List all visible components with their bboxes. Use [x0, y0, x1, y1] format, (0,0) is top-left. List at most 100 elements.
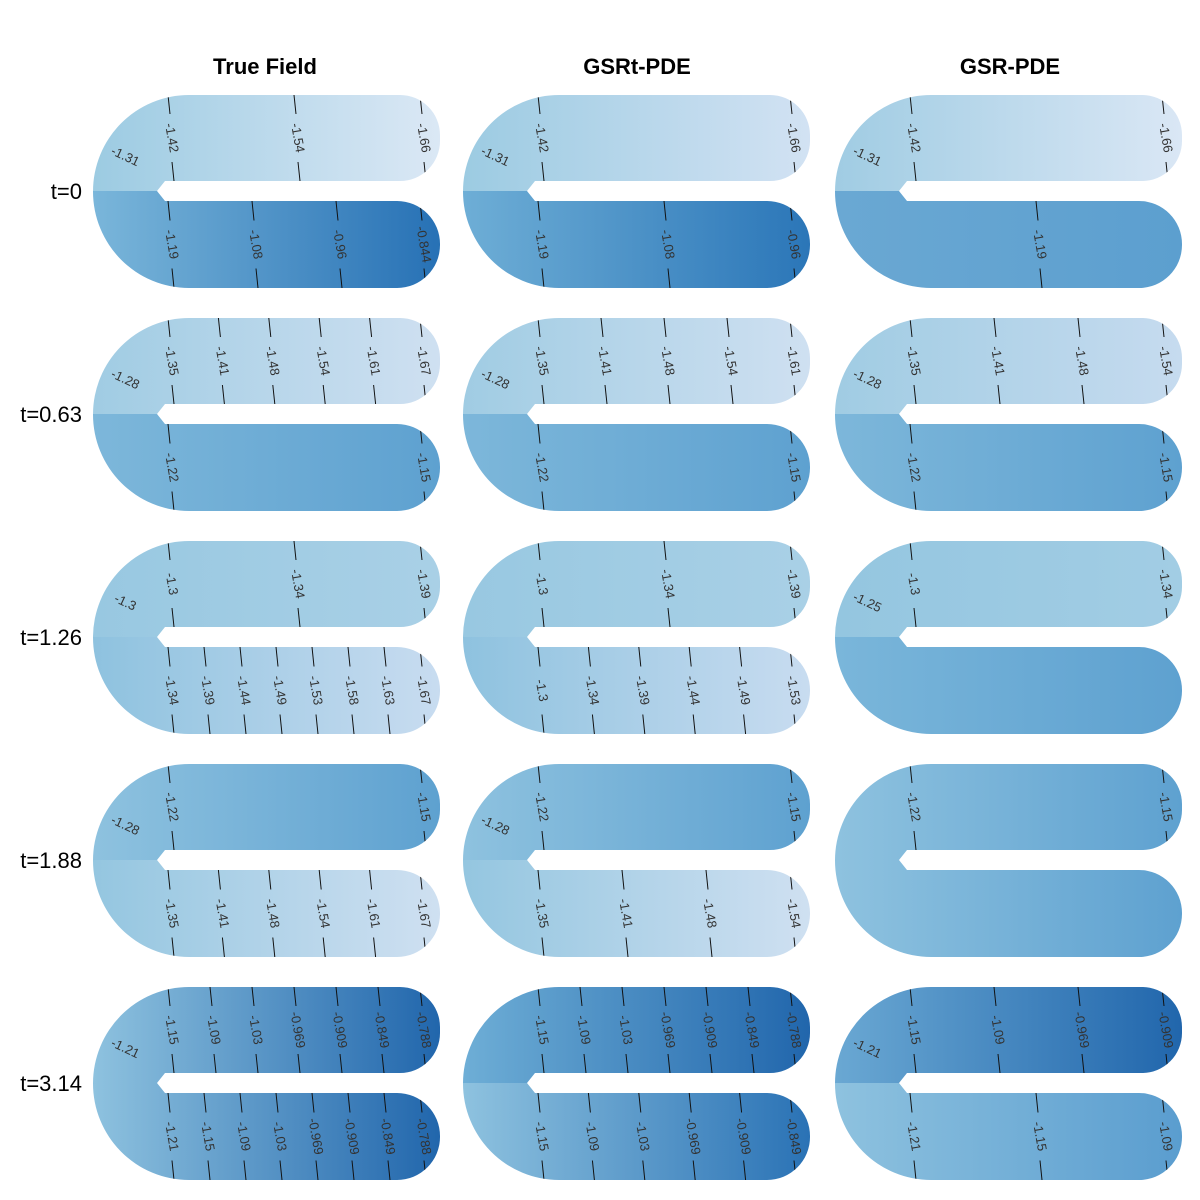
- contour-label: -1.44: [234, 674, 254, 706]
- contour-line: [377, 987, 381, 1007]
- contour-label: -1.67: [414, 345, 434, 377]
- contour-line: [171, 714, 175, 734]
- contour-label: -1.54: [313, 345, 333, 377]
- upper-arm: [835, 987, 1182, 1083]
- contour-line: [171, 491, 175, 511]
- contour-line: [747, 987, 751, 1007]
- lower-arm: [835, 191, 1182, 288]
- contour-line: [1039, 1160, 1043, 1180]
- panel: -1.3 -1.34 -1.39 -1.3 -1.34 -1.39 -1.44 -1.49 -1…: [463, 541, 810, 734]
- contour-line: [268, 869, 272, 890]
- lower-arm: [463, 1083, 810, 1180]
- upper-arm: [93, 318, 440, 414]
- contour-line: [913, 491, 917, 511]
- contour-line: [667, 268, 671, 288]
- contour-label: -0.969: [305, 1117, 326, 1156]
- lower-arm: [463, 860, 810, 957]
- contour-line: [167, 646, 171, 667]
- contour-label: -1.21: [904, 1120, 924, 1152]
- contour-line: [579, 987, 583, 1007]
- contour-line: [243, 1160, 247, 1180]
- contour-line: [213, 1053, 217, 1074]
- contour-label: -1.49: [270, 674, 290, 706]
- lower-arm: [93, 637, 440, 734]
- contour-line: [638, 646, 642, 667]
- panel: -1.42 -1.54 -1.66-1.19 -1.08 -0.96 -0.844-1.3…: [93, 95, 440, 288]
- contour-label: -0.909: [329, 1010, 350, 1049]
- contour-label: -0.909: [699, 1010, 720, 1049]
- contour-label: -1.08: [246, 228, 266, 260]
- contour-label: -0.969: [683, 1117, 704, 1156]
- lower-arm: [93, 191, 440, 288]
- contour-line: [347, 1092, 351, 1113]
- contour-label: -1.15: [1156, 451, 1176, 483]
- contour-label: -1.63: [378, 674, 398, 706]
- contour-line: [625, 1053, 629, 1074]
- contour-line: [275, 646, 279, 667]
- contour-line: [1039, 268, 1043, 288]
- contour-label: -1.49: [734, 674, 754, 706]
- contour-line: [537, 541, 541, 561]
- contour-label: -1.67: [414, 897, 434, 929]
- upper-arm: [463, 318, 810, 414]
- upper-arm: [463, 541, 810, 637]
- contour-line: [268, 318, 272, 338]
- contour-label: -1.39: [633, 674, 653, 706]
- contour-line: [541, 491, 545, 511]
- contour-line: [591, 714, 595, 734]
- contour-line: [913, 1160, 917, 1180]
- contour-line: [913, 830, 917, 851]
- lower-arm: [835, 1083, 1182, 1180]
- contour-line: [167, 200, 171, 221]
- contour-line: [663, 987, 667, 1007]
- contour-line: [667, 384, 671, 405]
- contour-line: [315, 1160, 319, 1180]
- upper-arm: [463, 764, 810, 860]
- upper-arm: [93, 764, 440, 860]
- contour-line: [587, 1092, 591, 1113]
- lower-arm: [835, 860, 1182, 957]
- contour-line: [167, 423, 171, 444]
- contour-line: [167, 1092, 171, 1113]
- upper-arm: [835, 764, 1182, 860]
- contour-line: [387, 1160, 391, 1180]
- panel: -1.22 -1.15: [835, 764, 1182, 957]
- contour-label: -0.909: [733, 1117, 754, 1156]
- contour-label: -1.34: [1156, 568, 1176, 600]
- upper-arm: [93, 987, 440, 1083]
- lower-arm: [835, 637, 1182, 734]
- panel: -1.35 -1.41 -1.48 -1.54 -1.61-1.22 -1.15-1.28: [463, 318, 810, 511]
- contour-label: -1.35: [904, 345, 924, 377]
- contour-line: [663, 318, 667, 338]
- contour-line: [171, 268, 175, 288]
- contour-label: -0.788: [413, 1010, 434, 1049]
- contour-line: [311, 646, 315, 667]
- contour-line: [171, 937, 175, 957]
- contour-label: -1.03: [616, 1014, 636, 1046]
- contour-line: [373, 937, 377, 957]
- contour-label: -1.61: [364, 345, 384, 377]
- contour-label: -1.35: [532, 897, 552, 929]
- contour-label: -1.3: [533, 678, 552, 703]
- contour-label: -1.61: [784, 345, 804, 377]
- contour-line: [541, 937, 545, 957]
- contour-label: -0.96: [330, 228, 350, 260]
- contour-line: [171, 161, 175, 182]
- contour-line: [537, 200, 541, 221]
- contour-line: [335, 200, 339, 221]
- contour-line: [339, 268, 343, 288]
- contour-line: [909, 423, 913, 444]
- contour-line: [297, 161, 301, 182]
- contour-line: [351, 1160, 355, 1180]
- contour-line: [243, 714, 247, 734]
- contour-label: -1.34: [162, 674, 182, 706]
- panel: -1.35 -1.41 -1.48 -1.54 -1.61 -1.67 -1.22 -1.15…: [93, 318, 440, 511]
- panel: -1.15 -1.09 -1.03 -0.969 -0.909 -0.849 -0.788-…: [463, 987, 810, 1180]
- contour-line: [909, 95, 913, 115]
- contour-label: -1.15: [532, 1120, 552, 1152]
- upper-arm: [835, 318, 1182, 414]
- row-label: t=0: [51, 179, 82, 204]
- contour-line: [167, 541, 171, 561]
- upper-arm: [463, 987, 810, 1083]
- contour-line: [351, 714, 355, 734]
